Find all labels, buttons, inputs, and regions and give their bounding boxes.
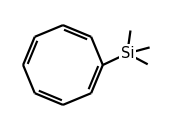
Text: Si: Si <box>121 46 134 61</box>
